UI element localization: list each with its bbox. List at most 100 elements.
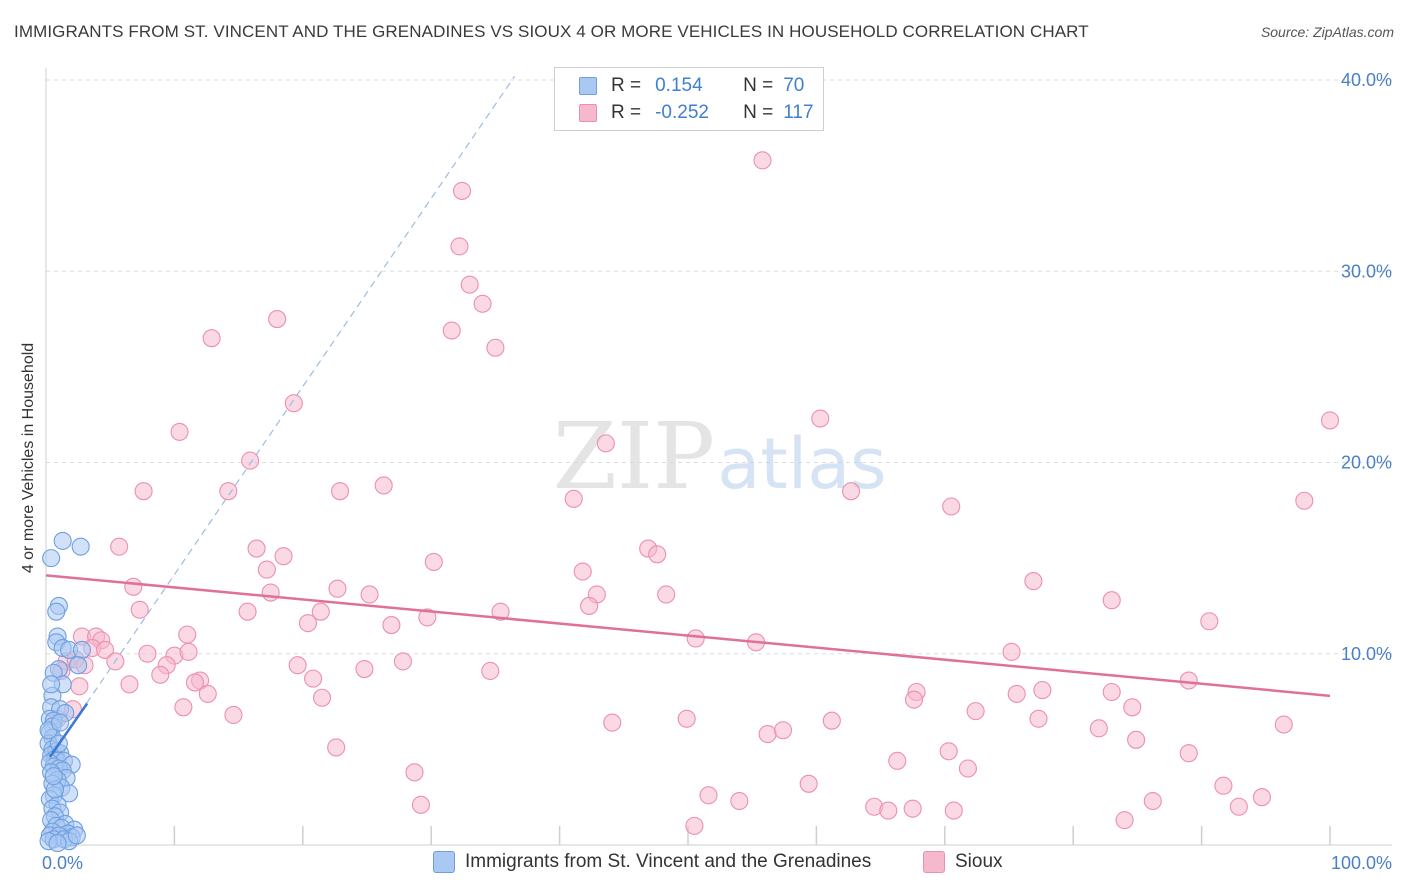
point-sioux [268, 310, 287, 329]
point-sioux [1089, 719, 1108, 738]
point-sioux [888, 751, 907, 770]
point-sioux [202, 329, 221, 348]
point-sioux [151, 665, 170, 684]
point-sioux [1033, 681, 1052, 700]
sioux-points [48, 151, 1340, 835]
point-sioux [70, 677, 89, 696]
point-sioux [1115, 811, 1134, 830]
point-immigrants [42, 549, 61, 568]
legend-r-value: -0.252 [655, 102, 709, 123]
point-sioux [1024, 572, 1043, 591]
point-sioux [904, 690, 924, 709]
point-sioux [288, 656, 307, 675]
source-credit: Source: ZipAtlas.com [1260, 24, 1394, 40]
point-sioux [686, 629, 705, 648]
point-sioux [1214, 776, 1233, 795]
point-sioux [313, 688, 332, 707]
point-immigrants [44, 767, 63, 786]
point-sioux [460, 275, 479, 294]
point-sioux [179, 642, 198, 661]
point-sioux [657, 585, 676, 604]
point-immigrants [48, 834, 67, 853]
legend-label-sioux: Sioux [955, 851, 1003, 872]
point-sioux [1200, 612, 1219, 631]
point-immigrants [72, 640, 92, 659]
correlation-legend: R = 0.154 N = 70 R = -0.252 N = 117 [554, 67, 824, 131]
point-sioux [603, 713, 622, 732]
point-sioux [1102, 591, 1121, 610]
watermark-zip: ZIP [553, 403, 715, 510]
point-sioux [330, 482, 350, 501]
point-sioux [699, 786, 718, 805]
trend-line-sioux [45, 574, 1331, 698]
point-immigrants [69, 656, 88, 675]
point-immigrants [53, 531, 72, 550]
point-sioux [241, 451, 260, 470]
point-sioux [486, 338, 505, 357]
point-sioux [1102, 682, 1121, 702]
legend-item-immigrants[interactable]: Immigrants from St. Vincent and the Gren… [433, 851, 871, 873]
legend-item-sioux[interactable]: Sioux [923, 851, 1003, 873]
point-sioux [247, 539, 266, 558]
point-sioux [450, 237, 469, 256]
point-sioux [648, 545, 667, 564]
point-sioux [328, 579, 347, 598]
point-sioux [1274, 715, 1293, 734]
point-sioux [730, 791, 749, 811]
legend-row-blue: R = 0.154 N = 70 [579, 74, 804, 98]
point-sioux [382, 616, 401, 635]
grid-layer [45, 68, 1392, 846]
point-sioux [966, 702, 985, 721]
x-tick-label: 100.0% [1331, 853, 1392, 873]
legend-row-pink: R = -0.252 N = 117 [579, 101, 814, 125]
point-sioux [753, 151, 772, 170]
y-tick-label: 40.0% [1341, 70, 1392, 90]
point-sioux [274, 547, 293, 566]
watermark: ZIP atlas [553, 403, 887, 510]
point-sioux [405, 763, 424, 782]
point-sioux [174, 698, 193, 717]
point-sioux [238, 602, 257, 621]
trend-line-immigrants [48, 702, 89, 758]
point-sioux [374, 476, 393, 495]
point-immigrants [42, 675, 61, 694]
legend-swatch-pink [923, 851, 945, 873]
point-sioux [257, 560, 276, 579]
point-sioux [573, 562, 592, 581]
point-sioux [473, 294, 492, 313]
point-sioux [596, 434, 615, 453]
point-sioux [418, 608, 437, 627]
point-sioux [284, 394, 303, 413]
point-sioux [580, 596, 599, 615]
point-sioux [685, 816, 704, 835]
point-sioux [219, 482, 238, 501]
point-sioux [327, 738, 346, 757]
legend-n-value: 117 [783, 102, 814, 123]
point-sioux [944, 801, 963, 820]
point-sioux [1127, 730, 1146, 749]
y-tick-label: 20.0% [1341, 453, 1392, 473]
point-sioux [1123, 698, 1142, 717]
point-sioux [1007, 684, 1026, 703]
point-sioux [1029, 709, 1048, 728]
point-sioux [879, 801, 898, 820]
point-sioux [1179, 671, 1198, 690]
point-sioux [758, 725, 777, 744]
point-sioux [261, 583, 280, 602]
trend-lines [45, 75, 1331, 764]
tick-labels: 10.0% 20.0% 30.0% 40.0% 0.0% 100.0% [42, 70, 1392, 873]
point-sioux [442, 321, 461, 340]
series-legend: Immigrants from St. Vincent and the Gren… [0, 851, 1406, 877]
point-sioux [178, 625, 197, 644]
point-sioux [1252, 788, 1271, 807]
point-sioux [564, 489, 583, 508]
point-sioux [185, 673, 204, 692]
point-immigrants [67, 826, 86, 845]
y-tick-label: 30.0% [1341, 261, 1392, 281]
point-sioux [360, 585, 379, 604]
point-sioux [677, 709, 696, 728]
point-sioux [958, 759, 977, 778]
legend-r-label: R = [611, 102, 642, 123]
point-sioux [224, 705, 243, 725]
